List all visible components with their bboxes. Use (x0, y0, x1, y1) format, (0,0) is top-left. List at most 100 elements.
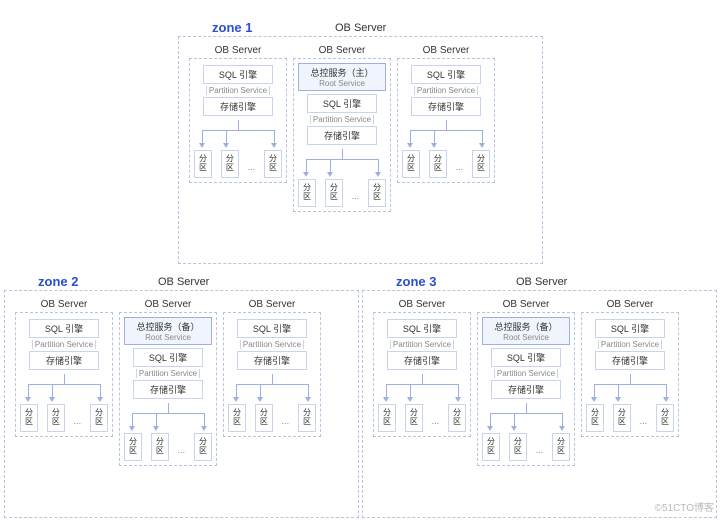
partition-box: 分区 (368, 179, 386, 207)
sql-engine-box: SQL 引擎 (387, 319, 457, 338)
partition-box: 分区 (448, 404, 466, 432)
ob-server-label: OB Server (477, 299, 575, 310)
storage-engine-box: 存储引擎 (133, 380, 203, 399)
sql-engine-box: SQL 引擎 (411, 65, 481, 84)
zone-mid-server-label: OB Server (516, 276, 567, 288)
ob-server-label: OB Server (373, 299, 471, 310)
ob-server-box: 总控服务（备）Root ServiceSQL 引擎Partition Servi… (477, 312, 575, 466)
partition-box: 分区 (90, 404, 108, 432)
partition-ellipsis: ... (282, 416, 290, 432)
root-service-box: 总控服务（主）Root Service (298, 63, 386, 91)
partition-tree: 分区分区...分区 (298, 149, 386, 207)
partition-service-label: Partition Service (298, 115, 386, 124)
storage-engine-box: 存储引擎 (237, 351, 307, 370)
partition-ellipsis: ... (178, 445, 186, 461)
partition-box: 分区 (405, 404, 423, 432)
storage-engine-box: 存储引擎 (203, 97, 273, 116)
partition-box: 分区 (264, 150, 282, 178)
ob-server-box: 总控服务（备）Root Service SQL 引擎 Partition Servi… (119, 312, 217, 466)
zone-box: OB ServerSQL 引擎Partition Service存储引擎分区分区… (4, 290, 359, 518)
sql-engine-box: SQL 引擎 (307, 94, 377, 113)
ob-server-label: OB Server (293, 45, 391, 56)
partition-ellipsis: ... (640, 416, 648, 432)
partition-box: 分区 (151, 433, 169, 461)
zone-mid-server-label: OB Server (158, 276, 209, 288)
sql-engine-box: SQL 引擎 (133, 348, 203, 367)
partition-tree: 分区分区...分区 (20, 374, 108, 432)
zone-title: zone 2 (38, 274, 78, 289)
ob-server-box: SQL 引擎Partition Service存储引擎分区分区...分区 (189, 58, 287, 183)
sql-engine-box: SQL 引擎 (237, 319, 307, 338)
ob-server-box: SQL 引擎Partition Service存储引擎分区分区...分区 (223, 312, 321, 437)
storage-engine-box: 存储引擎 (307, 126, 377, 145)
partition-box: 分区 (482, 433, 500, 461)
zone-title: zone 1 (212, 20, 252, 35)
ob-server-box: SQL 引擎Partition Service存储引擎分区分区...分区 (397, 58, 495, 183)
partition-box: 分区 (552, 433, 570, 461)
zone-title: zone 3 (396, 274, 436, 289)
ob-server-label: OB Server (119, 299, 217, 310)
ob-server-label: OB Server (223, 299, 321, 310)
partition-tree: 分区分区...分区 (586, 374, 674, 432)
partition-box: 分区 (194, 150, 212, 178)
partition-ellipsis: ... (432, 416, 440, 432)
partition-ellipsis: ... (74, 416, 82, 432)
partition-box: 分区 (613, 404, 631, 432)
partition-box: 分区 (221, 150, 239, 178)
partition-box: 分区 (429, 150, 447, 178)
partition-service-label: Partition Service (20, 340, 108, 349)
partition-box: 分区 (656, 404, 674, 432)
ob-server-label: OB Server (15, 299, 113, 310)
partition-service-label: Partition Service (194, 86, 282, 95)
storage-engine-box: 存储引擎 (491, 380, 561, 399)
partition-service-label: Partition Service (586, 340, 674, 349)
storage-engine-box: 存储引擎 (595, 351, 665, 370)
partition-ellipsis: ... (352, 191, 360, 207)
sql-engine-box: SQL 引擎 (491, 348, 561, 367)
partition-box: 分区 (298, 404, 316, 432)
ob-server-label: OB Server (189, 45, 287, 56)
partition-tree: 分区分区...分区 (228, 374, 316, 432)
zone-mid-server-label: OB Server (335, 22, 386, 34)
partition-ellipsis: ... (248, 162, 256, 178)
partition-box: 分区 (255, 404, 273, 432)
partition-box: 分区 (325, 179, 343, 207)
partition-service-label: Partition Service (228, 340, 316, 349)
ob-server-box: SQL 引擎Partition Service存储引擎分区分区...分区 (15, 312, 113, 437)
watermark: ©51CTO博客 (655, 499, 714, 514)
storage-engine-box: 存储引擎 (29, 351, 99, 370)
partition-tree: 分区分区...分区 (482, 403, 570, 461)
sql-engine-box: SQL 引擎 (29, 319, 99, 338)
partition-box: 分区 (402, 150, 420, 178)
ob-server-label: OB Server (397, 45, 495, 56)
partition-ellipsis: ... (536, 445, 544, 461)
partition-ellipsis: ... (456, 162, 464, 178)
ob-server-box: 总控服务（主）Root Service SQL 引擎 Partition Servi… (293, 58, 391, 212)
ob-server-box: SQL 引擎Partition Service存储引擎分区分区...分区 (581, 312, 679, 437)
sql-engine-box: SQL 引擎 (595, 319, 665, 338)
sql-engine-box: SQL 引擎 (203, 65, 273, 84)
partition-box: 分区 (228, 404, 246, 432)
partition-tree: 分区分区...分区 (402, 120, 490, 178)
zone-box: OB ServerSQL 引擎Partition Service存储引擎分区分区… (362, 290, 717, 518)
ob-server-box: SQL 引擎Partition Service存储引擎分区分区...分区 (373, 312, 471, 437)
ob-server-label: OB Server (581, 299, 679, 310)
partition-box: 分区 (47, 404, 65, 432)
storage-engine-box: 存储引擎 (387, 351, 457, 370)
partition-box: 分区 (586, 404, 604, 432)
partition-box: 分区 (124, 433, 142, 461)
zone-box: OB ServerSQL 引擎Partition Service存储引擎分区分区… (178, 36, 543, 264)
partition-box: 分区 (509, 433, 527, 461)
partition-service-label: Partition Service (124, 369, 212, 378)
partition-service-label: Partition Service (378, 340, 466, 349)
partition-service-label: Partition Service (402, 86, 490, 95)
partition-box: 分区 (20, 404, 38, 432)
partition-box: 分区 (472, 150, 490, 178)
partition-tree: 分区分区...分区 (378, 374, 466, 432)
partition-service-label: Partition Service (482, 369, 570, 378)
partition-box: 分区 (194, 433, 212, 461)
partition-box: 分区 (378, 404, 396, 432)
storage-engine-box: 存储引擎 (411, 97, 481, 116)
partition-box: 分区 (298, 179, 316, 207)
root-service-box: 总控服务（备）Root Service (124, 317, 212, 345)
